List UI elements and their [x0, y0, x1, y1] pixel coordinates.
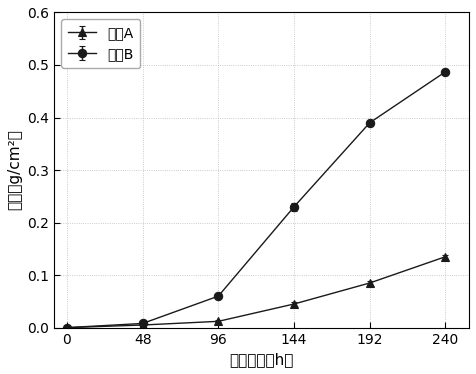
Y-axis label: 失重（g/cm²）: 失重（g/cm²）	[7, 130, 22, 211]
Legend: 样品A, 样品B: 样品A, 样品B	[61, 19, 140, 68]
X-axis label: 腐蚀时间（h）: 腐蚀时间（h）	[229, 352, 294, 367]
